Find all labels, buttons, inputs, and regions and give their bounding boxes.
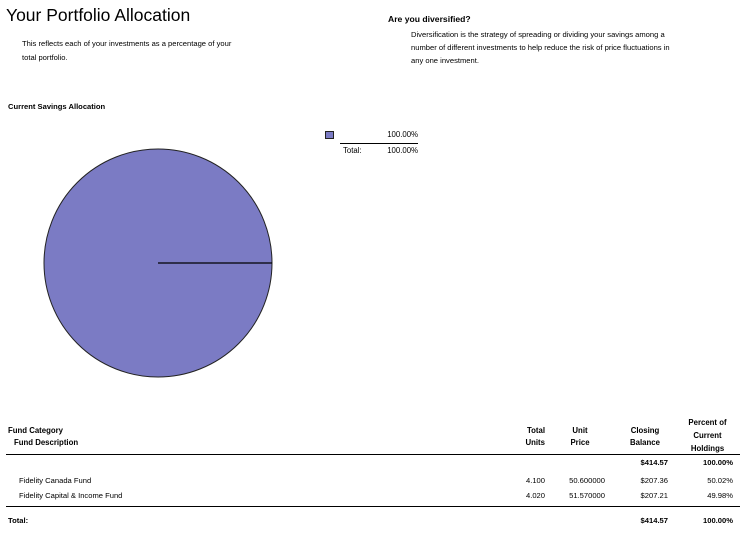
- fund-balance: $207.21: [640, 491, 668, 500]
- fund-price: 50.600000: [569, 476, 605, 485]
- allocation-heading: Current Savings Allocation: [8, 102, 106, 111]
- diversified-text: Diversification is the strategy of sprea…: [411, 30, 670, 65]
- legend-value: 100.00%: [387, 130, 418, 139]
- header-total: Total: [526, 426, 545, 435]
- fund-percent: 49.98%: [707, 491, 733, 500]
- fund-percent: 50.02%: [707, 476, 733, 485]
- header-percent-of: Percent of: [688, 418, 727, 427]
- header-rule: [6, 454, 740, 455]
- total-label: Total:: [8, 516, 29, 525]
- total-percent: 100.00%: [703, 516, 733, 525]
- header-fund-description: Fund Description: [14, 438, 79, 447]
- legend-swatch: [325, 131, 334, 139]
- diversified-heading: Are you diversified?: [388, 14, 471, 24]
- fund-units: 4.020: [525, 491, 545, 500]
- header-balance: Balance: [630, 438, 660, 447]
- header-unit: Unit: [572, 426, 588, 435]
- total-balance: $414.57: [640, 516, 668, 525]
- legend-divider: [340, 143, 418, 144]
- header-price: Price: [570, 438, 590, 447]
- legend-total-label: Total:: [343, 146, 362, 155]
- fund-units: 4.100: [525, 476, 545, 485]
- intro-text: This reflects each of your investments a…: [22, 39, 232, 62]
- fund-name: Fidelity Canada Fund: [19, 476, 92, 485]
- fund-price: 51.570000: [569, 491, 605, 500]
- fund-name: Fidelity Capital & Income Fund: [19, 491, 123, 500]
- header-current: Current: [693, 431, 722, 440]
- subtotal-balance: $414.57: [640, 458, 668, 467]
- header-units: Units: [525, 438, 546, 447]
- page-title: Your Portfolio Allocation: [6, 5, 191, 25]
- header-closing: Closing: [630, 426, 660, 435]
- fund-balance: $207.36: [640, 476, 668, 485]
- header-holdings: Holdings: [690, 444, 725, 453]
- total-rule: [6, 506, 740, 507]
- header-fund-category: Fund Category: [8, 426, 64, 435]
- subtotal-percent: 100.00%: [703, 458, 733, 467]
- legend-total-value: 100.00%: [387, 146, 418, 155]
